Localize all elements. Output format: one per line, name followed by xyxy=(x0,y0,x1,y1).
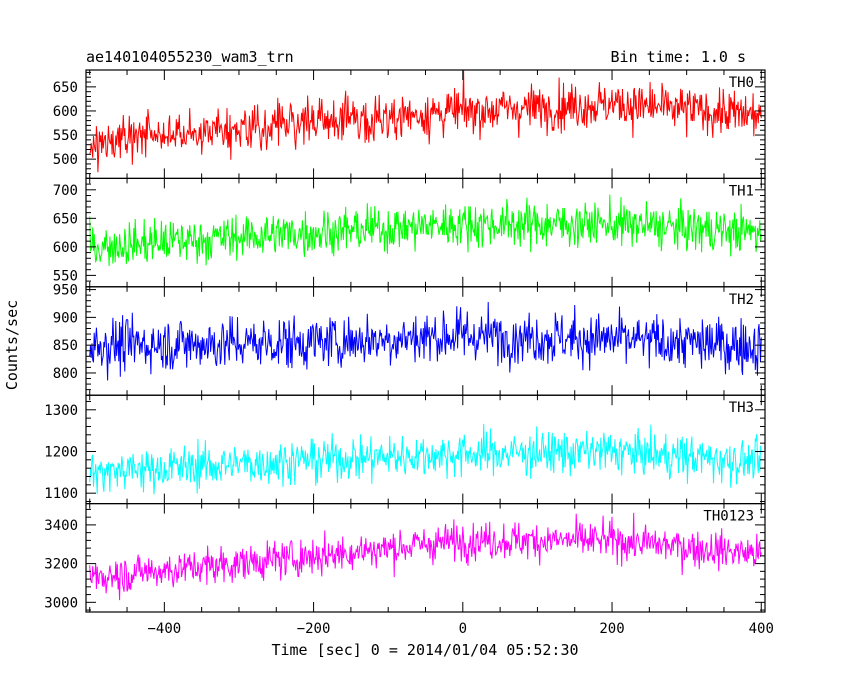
panel-th1: 550 600 650 700 TH1 xyxy=(53,177,766,288)
y-tick-label: 3400 xyxy=(44,518,78,534)
y-tick-label: 600 xyxy=(53,104,78,120)
y-tick-label: 600 xyxy=(53,240,78,256)
x-axis-title: Time [sec] 0 = 2014/01/04 05:52:30 xyxy=(271,641,578,659)
x-tick-label: −400 xyxy=(147,621,181,637)
x-tick-label: 400 xyxy=(749,621,774,637)
y-tick-label: 1200 xyxy=(44,444,78,460)
series-line-th1 xyxy=(89,194,762,267)
panels-group: 500 550 600 650 TH0 550 600 650 700 TH1 800 850 900 9… xyxy=(44,69,774,637)
y-tick-label: 900 xyxy=(53,310,78,326)
y-tick-label: 650 xyxy=(53,211,78,227)
panel-th2: 800 850 900 950 TH2 xyxy=(53,283,766,396)
y-tick-label: 800 xyxy=(53,366,78,382)
y-tick-label: 1300 xyxy=(44,403,78,419)
y-tick-label: 700 xyxy=(53,183,78,199)
y-tick-label: 850 xyxy=(53,338,78,354)
series-line-th0 xyxy=(89,70,762,173)
series-line-th2 xyxy=(89,301,762,381)
panel-label-th0: TH0 xyxy=(729,75,754,91)
panel-label-th0123: TH0123 xyxy=(703,509,754,525)
x-tick-label: 200 xyxy=(599,621,624,637)
y-tick-label: 1100 xyxy=(44,486,78,502)
y-tick-label: 550 xyxy=(53,268,78,284)
y-tick-label: 3000 xyxy=(44,595,78,611)
series-line-th3 xyxy=(89,423,762,495)
panel-th0: 500 550 600 650 TH0 xyxy=(53,69,766,180)
chart-title: ae140104055230_wam3_trn xyxy=(86,48,294,66)
y-tick-label: 550 xyxy=(53,128,78,144)
panel-th0123: 3000 3200 3400 TH0123 xyxy=(44,503,766,613)
panel-th3: 1100 1200 1300 TH3 xyxy=(44,394,766,505)
bin-time-label: Bin time: 1.0 s xyxy=(611,48,746,66)
series-line-th0123 xyxy=(89,512,762,601)
y-axis-title: Counts/sec xyxy=(3,300,21,390)
panel-label-th2: TH2 xyxy=(729,292,754,308)
y-tick-label: 3200 xyxy=(44,557,78,573)
x-tick-label: −200 xyxy=(297,621,331,637)
panel-label-th1: TH1 xyxy=(729,183,754,199)
x-tick-label: 0 xyxy=(459,621,467,637)
panel-label-th3: TH3 xyxy=(729,400,754,416)
y-tick-label: 650 xyxy=(53,80,78,96)
y-tick-label: 950 xyxy=(53,283,78,299)
y-tick-label: 500 xyxy=(53,152,78,168)
